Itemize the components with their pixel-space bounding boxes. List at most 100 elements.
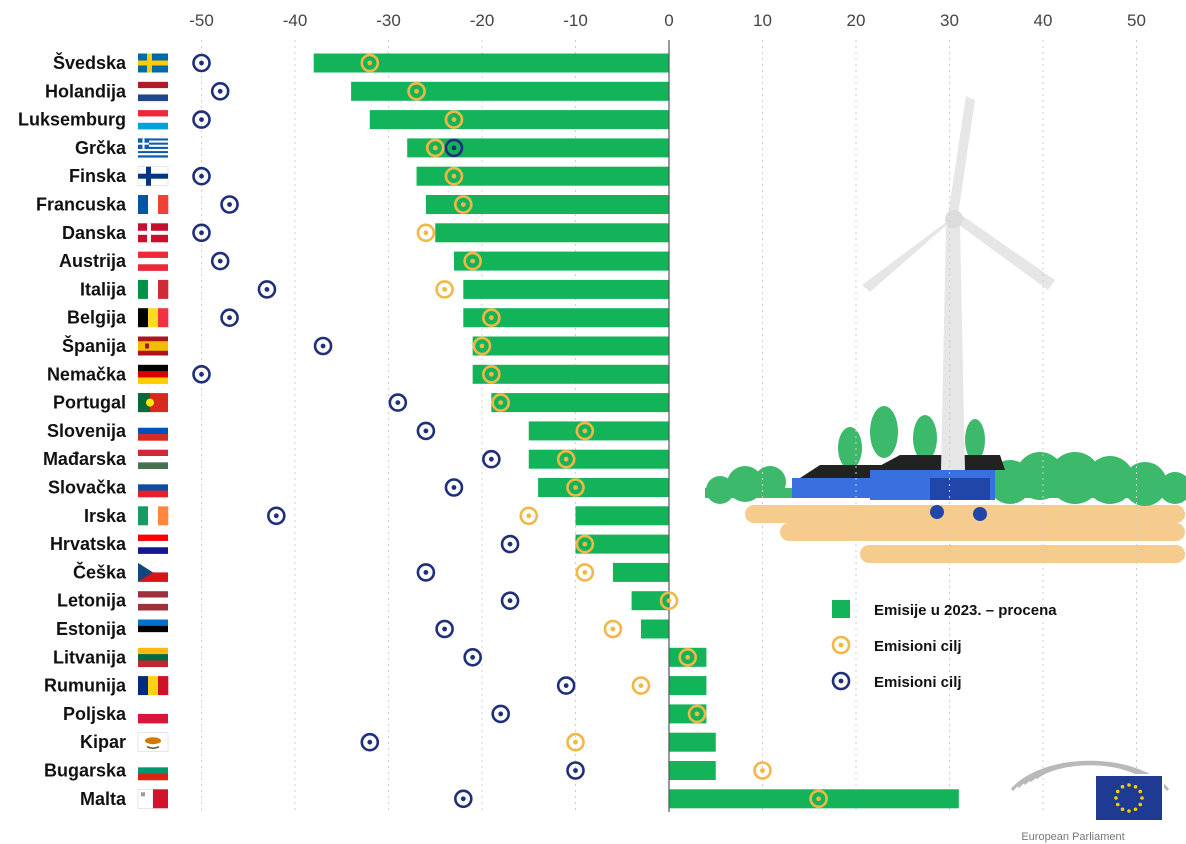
target-marker	[575, 534, 595, 554]
target-marker	[687, 704, 707, 724]
flag-icon	[138, 53, 168, 73]
flag-icon	[138, 223, 168, 243]
grid-lines	[201, 40, 1137, 812]
tree	[913, 415, 937, 461]
bar	[631, 591, 669, 611]
tick-label: 50	[1127, 11, 1146, 30]
target-marker	[416, 421, 436, 441]
target-marker	[388, 393, 408, 412]
eu-star	[1115, 802, 1120, 807]
target-marker	[659, 591, 679, 611]
tree	[838, 427, 862, 469]
eu-star	[1133, 784, 1138, 789]
country-label: Portugal	[53, 393, 126, 413]
field-stripe	[780, 523, 1185, 541]
target-marker	[266, 506, 286, 526]
flag-icon	[137, 732, 169, 752]
target-marker	[453, 195, 473, 214]
target-marker	[192, 223, 211, 243]
country-label: Finska	[69, 166, 127, 186]
target-marker	[407, 82, 426, 101]
target-marker	[463, 647, 482, 667]
tree	[965, 419, 985, 461]
country-label: Mađarska	[43, 449, 127, 469]
country-label: Češka	[73, 561, 127, 582]
target-marker	[416, 563, 436, 582]
eu-star	[1138, 802, 1143, 807]
eu-star	[1127, 783, 1131, 787]
country-label: Danska	[62, 223, 127, 243]
target-marker	[444, 166, 464, 186]
eu-flag	[1096, 776, 1162, 820]
eu-star	[1115, 789, 1120, 794]
country-label: Slovenija	[47, 421, 127, 441]
target-marker	[435, 619, 454, 639]
bar	[575, 534, 669, 554]
country-label: Grčka	[75, 138, 127, 158]
bar	[538, 478, 669, 497]
flag-icon	[138, 421, 168, 441]
target-marker	[192, 166, 211, 186]
eu-star	[1120, 784, 1125, 789]
legend: Emisije u 2023. – procena Emisioni cilj Em…	[831, 600, 1057, 691]
target-marker	[566, 478, 585, 497]
wind-turbine-icon	[862, 96, 1055, 470]
flag-icon	[138, 308, 169, 328]
country-label: Letonija	[57, 591, 127, 611]
target-marker	[453, 789, 473, 809]
bar	[472, 336, 669, 356]
hemicycle-arc	[1035, 762, 1145, 780]
target-marker	[500, 534, 520, 554]
bar	[669, 761, 716, 780]
country-label: Španija	[62, 335, 127, 356]
country-label: Rumunija	[44, 676, 127, 696]
bar	[669, 789, 959, 809]
country-label: Poljska	[63, 704, 127, 724]
flag-icon	[138, 195, 169, 214]
tick-label: 40	[1034, 11, 1053, 30]
country-label: Kipar	[80, 732, 126, 752]
legend-swatch-bar	[832, 600, 850, 618]
bar	[472, 364, 669, 384]
flag-icon	[138, 251, 168, 271]
flag-icon	[138, 478, 168, 498]
target-marker	[566, 732, 585, 752]
country-label: Francuska	[36, 195, 127, 215]
bar	[463, 308, 669, 328]
bar	[351, 81, 669, 101]
flag-icon	[138, 591, 168, 611]
bar	[528, 421, 669, 441]
country-flags	[137, 53, 169, 809]
target-marker	[313, 336, 333, 356]
flag-icon	[138, 761, 168, 781]
bar	[435, 223, 669, 243]
tick-label: -40	[283, 11, 308, 30]
target-marker	[482, 308, 501, 328]
barn-door	[930, 478, 990, 500]
target-marker	[210, 251, 230, 271]
turbine-blade	[955, 214, 1055, 290]
bar	[669, 704, 707, 724]
target-marker	[603, 619, 623, 639]
flag-icon	[138, 393, 168, 413]
legend-label: Emisije u 2023. – procena	[874, 602, 1057, 619]
country-label: Hrvatska	[50, 534, 127, 554]
tractor-wheel	[930, 505, 944, 519]
target-marker	[257, 280, 277, 299]
country-label: Estonija	[56, 619, 127, 639]
country-label: Švedska	[53, 52, 127, 73]
bar	[491, 393, 669, 413]
tractor-wheel	[973, 507, 987, 521]
flag-icon	[138, 449, 168, 469]
country-label: Malta	[80, 789, 127, 809]
flag-icon	[138, 562, 168, 582]
flag-icon	[137, 789, 168, 809]
target-marker	[556, 449, 576, 469]
eu-star	[1120, 807, 1125, 812]
house	[792, 478, 884, 498]
bar	[463, 279, 669, 299]
country-label: Belgija	[67, 308, 127, 328]
flag-icon	[138, 676, 169, 696]
target-marker	[753, 761, 772, 780]
